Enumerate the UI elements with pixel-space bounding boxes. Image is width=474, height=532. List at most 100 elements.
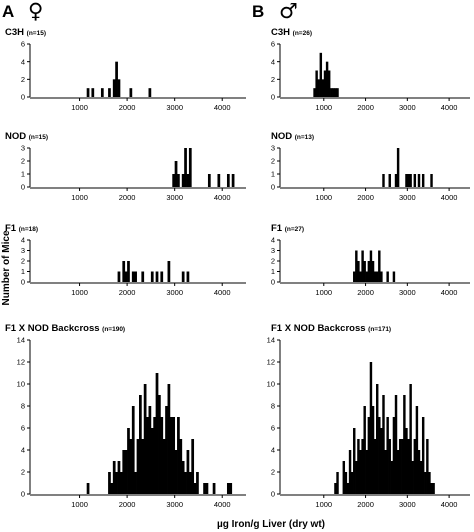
histogram-bar	[115, 61, 118, 97]
histogram-bar	[317, 79, 320, 97]
histogram-bar	[315, 70, 318, 97]
histogram-bar	[327, 70, 331, 97]
histogram-bar	[432, 483, 435, 494]
histogram-bar	[319, 52, 323, 97]
x-tick-label: 4000	[441, 103, 458, 112]
histogram-bar	[112, 461, 116, 494]
histogram-bar	[407, 174, 410, 187]
subplot-n-label: (n=18)	[19, 226, 38, 233]
histogram-bar	[380, 271, 383, 282]
x-tick-label: 1000	[71, 193, 88, 202]
x-tick-label: 1000	[71, 500, 88, 509]
histogram-bar	[184, 472, 187, 494]
x-tick-label: 3000	[166, 288, 183, 297]
histogram-bar	[371, 406, 375, 494]
histogram-bar	[407, 439, 410, 494]
histogram-bar	[188, 148, 192, 187]
histogram-bar	[174, 161, 178, 187]
histogram-a-f1-x-nod-backcross: 0 2 4 6 8 10 12 14 1000 2000 3000 4000 F1 X NOD Back…	[5, 323, 246, 509]
histogram-bar	[186, 174, 190, 187]
histogram-bar	[193, 483, 197, 494]
histogram-bar	[336, 472, 339, 494]
histogram-bar	[355, 461, 358, 494]
female-symbol-icon: ♀	[28, 0, 43, 23]
histogram-bar	[181, 174, 185, 187]
histogram-bar	[191, 439, 195, 494]
histogram-bar	[162, 439, 166, 494]
histogram-bar	[127, 261, 130, 282]
histogram-bar	[373, 271, 377, 282]
y-tick-label: 4	[21, 236, 25, 245]
histogram-bar	[388, 174, 391, 187]
histogram-bar	[365, 271, 368, 282]
histogram-bar	[409, 384, 412, 494]
histogram-bar	[196, 472, 199, 494]
histogram-bar	[363, 406, 366, 494]
x-tick-label: 4000	[214, 193, 231, 202]
histogram-bar	[363, 261, 366, 282]
histogram-bar	[430, 174, 433, 187]
y-tick-label: 14	[17, 336, 25, 345]
x-tick-label: 1000	[71, 103, 88, 112]
x-tick-label: 4000	[214, 103, 231, 112]
histogram-bar	[117, 79, 121, 97]
histogram-bar	[394, 395, 398, 494]
histogram-bar	[325, 61, 329, 97]
histogram-bar	[205, 483, 209, 494]
x-tick-label: 3000	[399, 500, 416, 509]
subplot-title: NOD (n=15)	[5, 131, 48, 142]
histogram-bar	[172, 174, 176, 187]
subplot-n-label: (n=27)	[285, 226, 304, 233]
y-tick-label: 3	[271, 144, 275, 153]
y-tick-label: 14	[267, 336, 275, 345]
histogram-bar	[217, 174, 221, 187]
histogram-bar	[122, 261, 126, 282]
x-tick-label: 3000	[399, 288, 416, 297]
histogram-bar	[323, 70, 327, 97]
subplot-title: C3H (n=15)	[5, 27, 46, 38]
histogram-bar	[231, 174, 235, 187]
histogram-bar	[353, 271, 356, 282]
histogram-bar	[369, 362, 373, 494]
histogram-bar	[359, 450, 362, 494]
histogram-bar	[186, 271, 190, 282]
histogram-bar	[172, 417, 176, 494]
x-tick-label: 3000	[166, 193, 183, 202]
y-tick-label: 8	[271, 402, 275, 411]
y-tick-label: 1	[21, 267, 25, 276]
y-tick-label: 2	[21, 157, 25, 166]
histogram-bar	[313, 88, 316, 97]
subplot-n-label: (n=26)	[293, 30, 312, 37]
histogram-bar	[369, 250, 373, 282]
y-tick-label: 0	[21, 93, 25, 102]
histogram-bar	[330, 88, 333, 97]
histogram-bar	[131, 271, 135, 282]
histogram-bar	[169, 417, 173, 494]
histogram-bar	[155, 271, 159, 282]
histogram-bar	[181, 271, 185, 282]
histogram-bar	[371, 261, 375, 282]
x-tick-label: 2000	[357, 500, 374, 509]
histogram-bar	[86, 483, 90, 494]
panel-letter-a: A	[2, 2, 14, 21]
histogram-bar	[405, 174, 408, 187]
histogram-bar	[405, 428, 408, 494]
y-tick-label: 0	[21, 183, 25, 192]
x-tick-label: 3000	[399, 193, 416, 202]
histogram-bar	[127, 428, 130, 494]
histogram-bar	[153, 417, 156, 494]
histogram-bar	[115, 472, 118, 494]
histogram-bar	[155, 373, 159, 494]
x-tick-label: 1000	[315, 193, 332, 202]
histogram-bar	[334, 483, 337, 494]
histogram-bar	[382, 174, 385, 187]
y-tick-label: 10	[17, 380, 25, 389]
histogram-bar	[346, 483, 350, 494]
y-tick-label: 3	[21, 246, 25, 255]
histogram-bar	[226, 174, 230, 187]
histogram-bar	[186, 450, 190, 494]
histogram-bar	[392, 417, 396, 494]
x-tick-label: 4000	[214, 288, 231, 297]
histogram-bar	[403, 395, 406, 494]
histogram-bar	[165, 406, 168, 494]
